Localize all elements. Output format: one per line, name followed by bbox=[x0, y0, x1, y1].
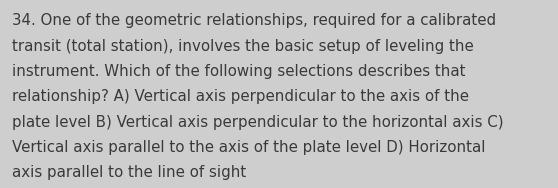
Text: Vertical axis parallel to the axis of the plate level D) Horizontal: Vertical axis parallel to the axis of th… bbox=[12, 140, 486, 155]
Text: axis parallel to the line of sight: axis parallel to the line of sight bbox=[12, 165, 247, 180]
Text: plate level B) Vertical axis perpendicular to the horizontal axis C): plate level B) Vertical axis perpendicul… bbox=[12, 115, 504, 130]
Text: instrument. Which of the following selections describes that: instrument. Which of the following selec… bbox=[12, 64, 466, 79]
Text: relationship? A) Vertical axis perpendicular to the axis of the: relationship? A) Vertical axis perpendic… bbox=[12, 89, 469, 104]
Text: 34. One of the geometric relationships, required for a calibrated: 34. One of the geometric relationships, … bbox=[12, 13, 497, 28]
Text: transit (total station), involves the basic setup of leveling the: transit (total station), involves the ba… bbox=[12, 39, 474, 54]
